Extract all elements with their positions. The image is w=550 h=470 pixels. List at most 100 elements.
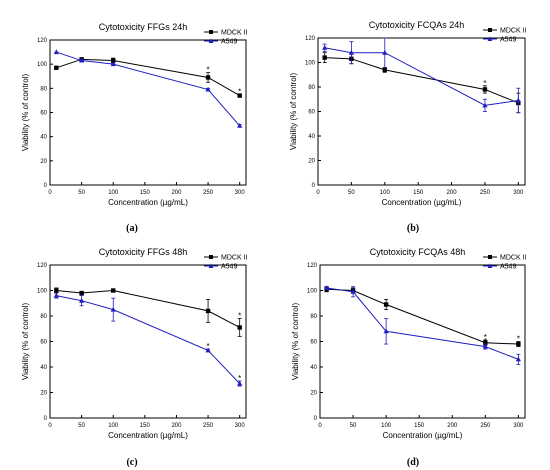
y-tick-label: 120 bbox=[37, 263, 48, 269]
data-point bbox=[110, 306, 116, 312]
x-tick-label: 250 bbox=[480, 423, 491, 429]
data-point bbox=[205, 86, 211, 92]
data-point bbox=[111, 288, 116, 293]
significance-star: * bbox=[484, 337, 487, 346]
plot-frame bbox=[317, 37, 526, 186]
panel-label: (b) bbox=[407, 223, 419, 234]
x-axis-label: Concentration (µg/mL) bbox=[108, 198, 188, 207]
data-point bbox=[482, 343, 488, 349]
y-tick-label: 20 bbox=[310, 391, 317, 397]
data-point bbox=[53, 49, 59, 55]
y-tick-label: 40 bbox=[310, 365, 317, 371]
chart-title: Cytotoxicity FCQAs 48h bbox=[370, 247, 466, 257]
x-tick-label: 100 bbox=[108, 423, 119, 429]
y-tick-label: 120 bbox=[37, 38, 48, 44]
series-line bbox=[56, 51, 241, 127]
data-point bbox=[237, 122, 243, 128]
data-point bbox=[322, 55, 327, 60]
legend-marker bbox=[208, 263, 214, 268]
chart-panel-1: 0 50 100 150 200 250 300 0 20 40 60 80 100 120 Cytotox… bbox=[21, 22, 248, 234]
legend-label: MDCK II bbox=[221, 30, 248, 37]
x-tick-label: 0 bbox=[318, 423, 322, 429]
legend-label: A549 bbox=[221, 39, 237, 46]
y-tick-label: 60 bbox=[310, 340, 317, 346]
data-point bbox=[205, 75, 211, 80]
significance-star: * bbox=[484, 333, 487, 342]
x-tick-label: 50 bbox=[78, 190, 85, 196]
chart-panel-4: 0 50 100 150 200 250 300 0 20 40 60 80 100 120 Cytotox… bbox=[291, 247, 527, 468]
series-line bbox=[56, 289, 240, 328]
legend-marker bbox=[209, 30, 213, 34]
y-tick-label: 100 bbox=[37, 289, 48, 295]
data-point bbox=[53, 292, 59, 298]
plot-frame bbox=[49, 264, 247, 419]
x-tick-label: 100 bbox=[381, 423, 392, 429]
x-tick-label: 300 bbox=[513, 423, 524, 429]
series-line bbox=[326, 288, 519, 345]
y-tick-label: 120 bbox=[307, 263, 318, 269]
x-tick-label: 300 bbox=[235, 190, 246, 196]
y-tick-label: 40 bbox=[40, 135, 47, 141]
panel-label: (d) bbox=[407, 457, 419, 468]
x-tick-label: 200 bbox=[171, 423, 182, 429]
y-tick-label: 60 bbox=[308, 110, 315, 116]
chart-title: Cytotoxicity FFGs 24h bbox=[99, 22, 188, 32]
data-point bbox=[483, 340, 488, 345]
y-tick-label: 40 bbox=[308, 134, 315, 140]
y-tick-label: 0 bbox=[314, 416, 318, 422]
x-tick-label: 50 bbox=[348, 190, 355, 196]
significance-star: * bbox=[207, 66, 210, 75]
data-point bbox=[54, 65, 59, 70]
y-tick-label: 120 bbox=[305, 36, 316, 42]
y-tick-label: 0 bbox=[312, 183, 316, 189]
data-point bbox=[237, 93, 242, 98]
chart-title: Cytotoxicity FCQAs 24h bbox=[369, 20, 465, 30]
data-point bbox=[383, 302, 389, 307]
data-point bbox=[110, 61, 116, 67]
series-line bbox=[56, 58, 240, 97]
data-point bbox=[237, 380, 243, 386]
x-tick-label: 250 bbox=[203, 190, 214, 196]
x-tick-label: 150 bbox=[140, 423, 151, 429]
y-axis-label: Viability (% of control) bbox=[289, 73, 298, 151]
data-point bbox=[111, 58, 116, 63]
y-tick-label: 20 bbox=[308, 159, 315, 165]
x-axis-label: Concentration (µg/mL) bbox=[383, 431, 463, 440]
chart-panel-2: 0 50 100 150 200 250 300 0 20 40 60 80 100 120 Cytotox… bbox=[289, 20, 527, 234]
x-tick-label: 300 bbox=[513, 190, 524, 196]
x-tick-label: 100 bbox=[108, 190, 119, 196]
legend-marker bbox=[487, 263, 493, 268]
legend-label: A549 bbox=[500, 37, 516, 44]
data-point bbox=[515, 97, 521, 103]
x-tick-label: 150 bbox=[413, 190, 424, 196]
x-tick-label: 200 bbox=[171, 190, 182, 196]
data-point bbox=[237, 325, 242, 330]
data-point bbox=[383, 328, 389, 334]
y-tick-label: 40 bbox=[40, 365, 47, 371]
data-point bbox=[382, 49, 388, 55]
legend-label: A549 bbox=[500, 264, 516, 271]
series-line bbox=[56, 295, 241, 384]
significance-star: * bbox=[238, 87, 241, 96]
y-tick-label: 20 bbox=[40, 159, 47, 165]
x-tick-label: 50 bbox=[350, 423, 357, 429]
y-axis-label: Viability (% of control) bbox=[291, 303, 300, 381]
legend-marker bbox=[209, 255, 213, 259]
y-tick-label: 80 bbox=[310, 314, 317, 320]
y-tick-label: 100 bbox=[37, 62, 48, 68]
x-tick-label: 0 bbox=[48, 190, 52, 196]
y-tick-label: 60 bbox=[40, 340, 47, 346]
data-point bbox=[482, 102, 488, 108]
y-tick-label: 100 bbox=[307, 289, 318, 295]
panel-label: (a) bbox=[126, 223, 138, 234]
significance-star: * bbox=[207, 342, 210, 351]
x-tick-label: 300 bbox=[235, 423, 246, 429]
legend-label: MDCK II bbox=[500, 28, 527, 35]
data-point bbox=[382, 67, 387, 73]
chart-panel-3: 0 50 100 150 200 250 300 0 20 40 60 80 100 120 Cytotox… bbox=[21, 247, 248, 468]
x-tick-label: 250 bbox=[203, 423, 214, 429]
plot-frame bbox=[49, 39, 247, 186]
significance-star: * bbox=[238, 312, 241, 321]
panel-label: (c) bbox=[126, 457, 137, 468]
